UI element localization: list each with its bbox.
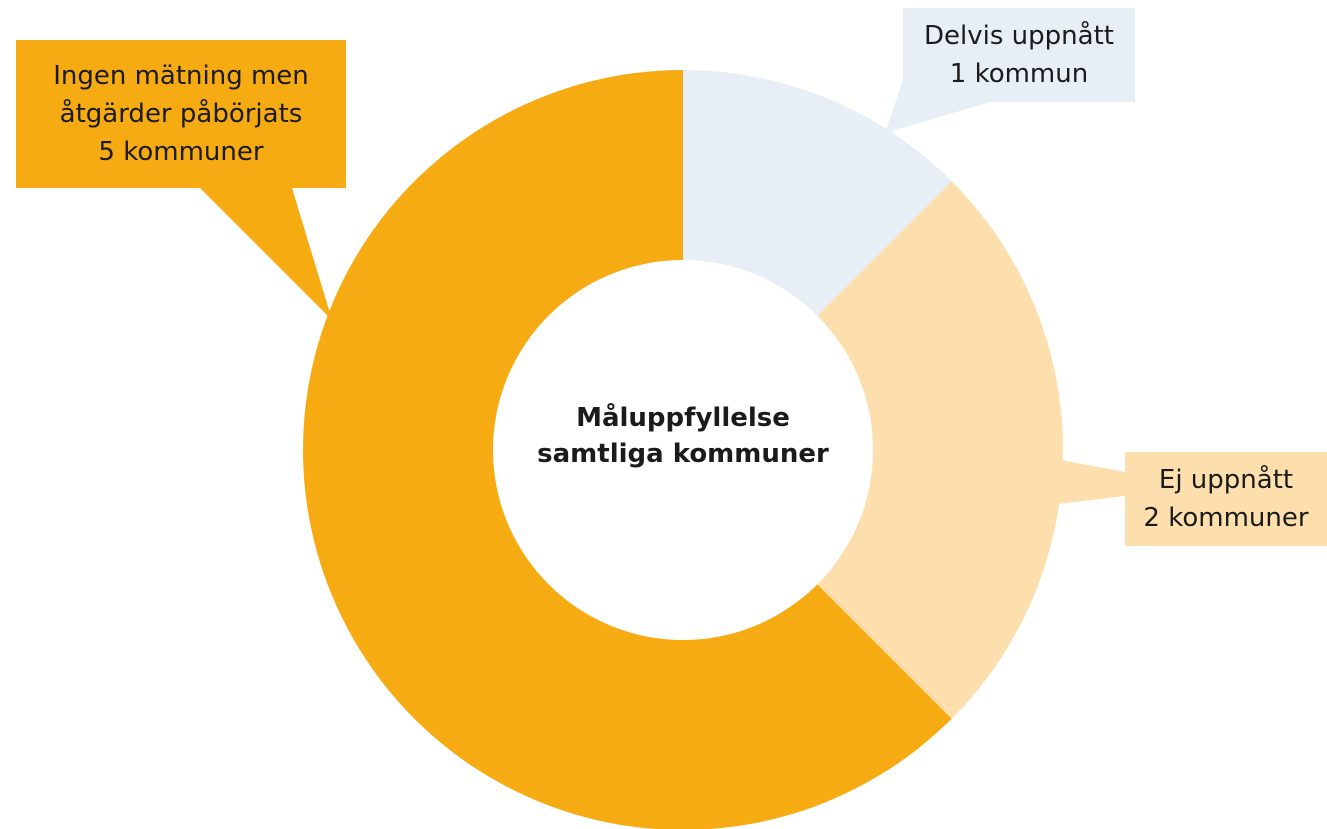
callout-box: Ingen mätning men åtgärder påbörjats 5 ko…	[16, 40, 346, 188]
value-label: 1 kommun	[949, 59, 1089, 89]
value-label: 2 kommuner	[1143, 503, 1309, 533]
callout-box: Ej uppnått 2 kommuner	[1125, 452, 1327, 546]
category-label: Delvis uppnått	[924, 21, 1114, 51]
donut-segment	[817, 181, 1063, 719]
category-label: Ej uppnått	[1158, 465, 1294, 495]
callout-box: Delvis uppnått 1 kommun	[903, 8, 1135, 102]
category-label: Ingen mätning men åtgärder påbörjats	[53, 61, 309, 129]
donut-segment	[303, 70, 952, 829]
chart-title: Måluppfyllelse samtliga kommuner	[537, 403, 829, 469]
callout-pointer	[200, 188, 332, 320]
donut-segment	[683, 70, 952, 316]
callout-pointer	[1050, 458, 1125, 505]
value-label: 5 kommuner	[98, 137, 264, 167]
